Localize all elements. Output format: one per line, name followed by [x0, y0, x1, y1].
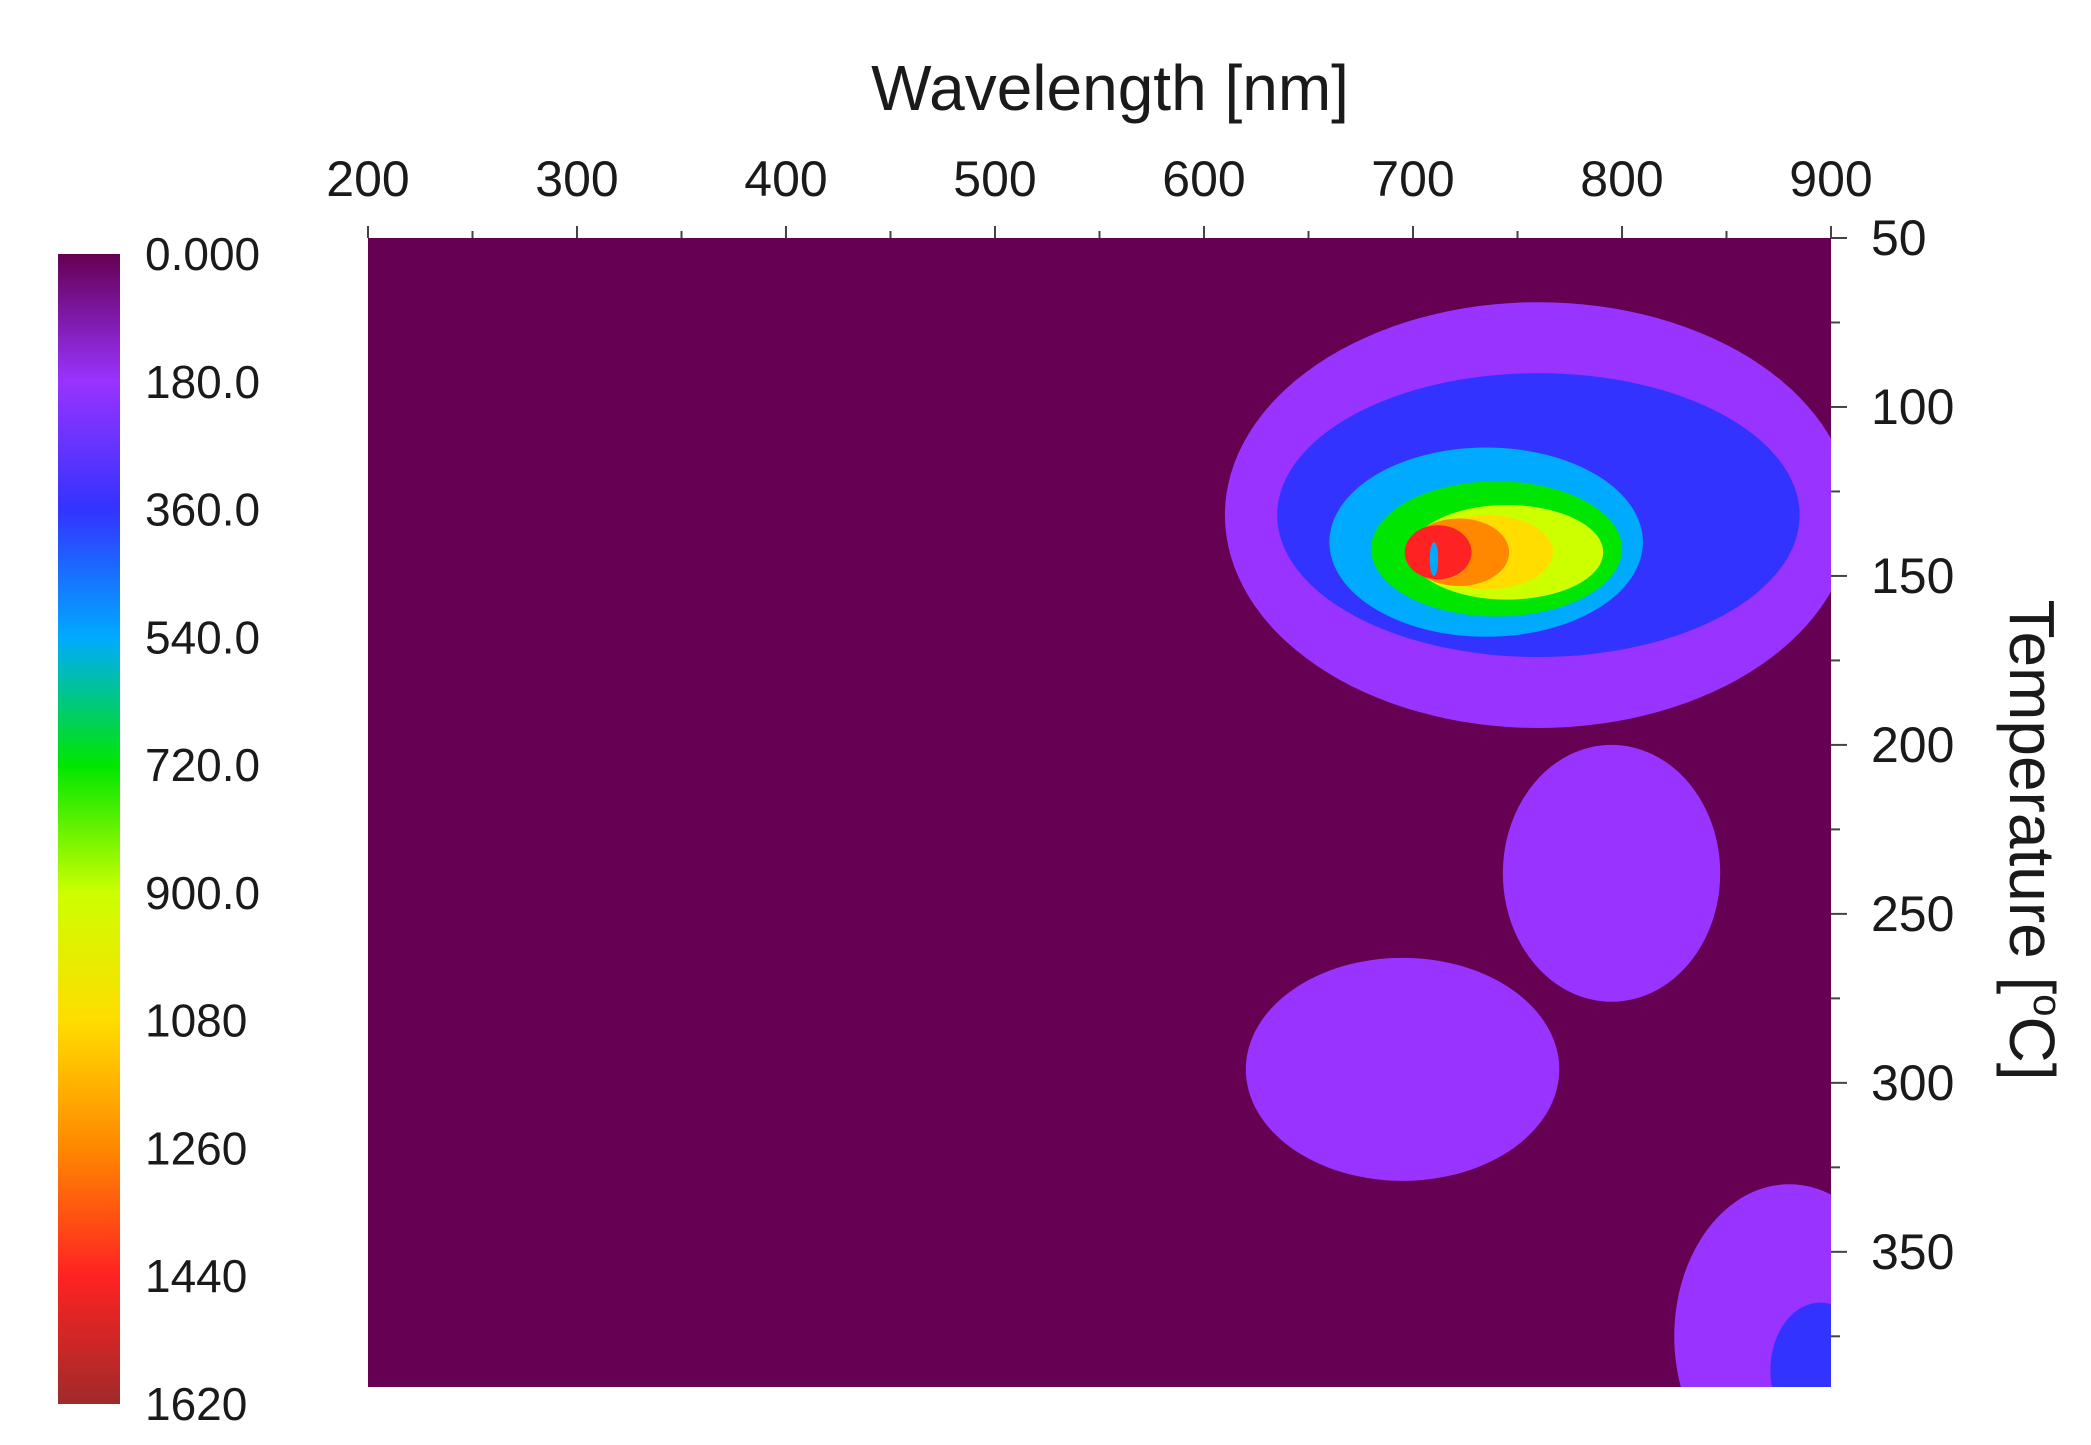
svg-text:Temperature [oC]: Temperature [oC] — [1996, 599, 2069, 1080]
y-axis-title-superscript: o — [2025, 994, 2069, 1016]
x-axis-title: Wavelength [nm] — [871, 52, 1349, 124]
colorbar: 0.000 180.0 360.0 540.0 720.0 900.0 1080 1260 14… — [58, 228, 260, 1430]
y-tick-label: 150 — [1871, 548, 1954, 604]
colorbar-label: 1620 — [145, 1378, 247, 1430]
colorbar-gradient — [58, 254, 120, 1404]
plot-area — [368, 238, 1831, 1387]
heatmap-region-11 — [1404, 525, 1472, 580]
y-axis-title-suffix: C] — [1996, 1017, 2068, 1081]
y-tick-label: 250 — [1871, 886, 1954, 942]
heatmap-region-5 — [1770, 1302, 1831, 1387]
colorbar-label: 900.0 — [145, 867, 260, 919]
y-tick-label: 50 — [1871, 210, 1927, 266]
y-tick-label: 300 — [1871, 1055, 1954, 1111]
colorbar-label: 1080 — [145, 995, 247, 1047]
x-tick-label: 300 — [535, 151, 618, 207]
x-tick-label: 500 — [953, 151, 1036, 207]
x-tick-label: 800 — [1580, 151, 1663, 207]
y-axis: 50 100 150 200 250 300 350 — [1831, 210, 1954, 1338]
heatmap-region-2 — [1245, 957, 1560, 1181]
heatmap-region-1 — [1502, 744, 1721, 1002]
x-axis: 200 300 400 500 600 700 800 900 — [326, 151, 1873, 238]
colorbar-label: 0.000 — [145, 228, 260, 280]
x-tick-label: 400 — [744, 151, 827, 207]
colorbar-label: 180.0 — [145, 356, 260, 408]
colorbar-label: 1440 — [145, 1250, 247, 1302]
colorbar-label: 1260 — [145, 1122, 247, 1174]
x-tick-label: 700 — [1371, 151, 1454, 207]
heatmap-region-12 — [1429, 542, 1439, 576]
y-axis-title-prefix: Temperature [ — [1996, 599, 2068, 994]
colorbar-label: 720.0 — [145, 739, 260, 791]
colorbar-label: 540.0 — [145, 611, 260, 663]
y-tick-label: 350 — [1871, 1224, 1954, 1280]
colorbar-label: 360.0 — [145, 484, 260, 536]
x-tick-label: 600 — [1162, 151, 1245, 207]
x-tick-label: 200 — [326, 151, 409, 207]
x-tick-label: 900 — [1789, 151, 1872, 207]
y-tick-label: 100 — [1871, 379, 1954, 435]
y-tick-label: 200 — [1871, 717, 1954, 773]
y-axis-title: Temperature [oC] — [1996, 599, 2069, 1080]
